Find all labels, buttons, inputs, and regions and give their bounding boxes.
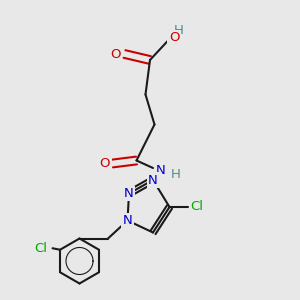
Text: H: H [171, 167, 180, 181]
Text: O: O [169, 31, 179, 44]
Text: O: O [100, 157, 110, 170]
Text: N: N [123, 214, 132, 227]
Text: N: N [148, 173, 158, 187]
Text: Cl: Cl [34, 242, 47, 255]
Text: H: H [174, 23, 183, 37]
Text: N: N [156, 164, 165, 178]
Text: N: N [124, 187, 134, 200]
Text: Cl: Cl [190, 200, 203, 214]
Text: O: O [110, 47, 121, 61]
